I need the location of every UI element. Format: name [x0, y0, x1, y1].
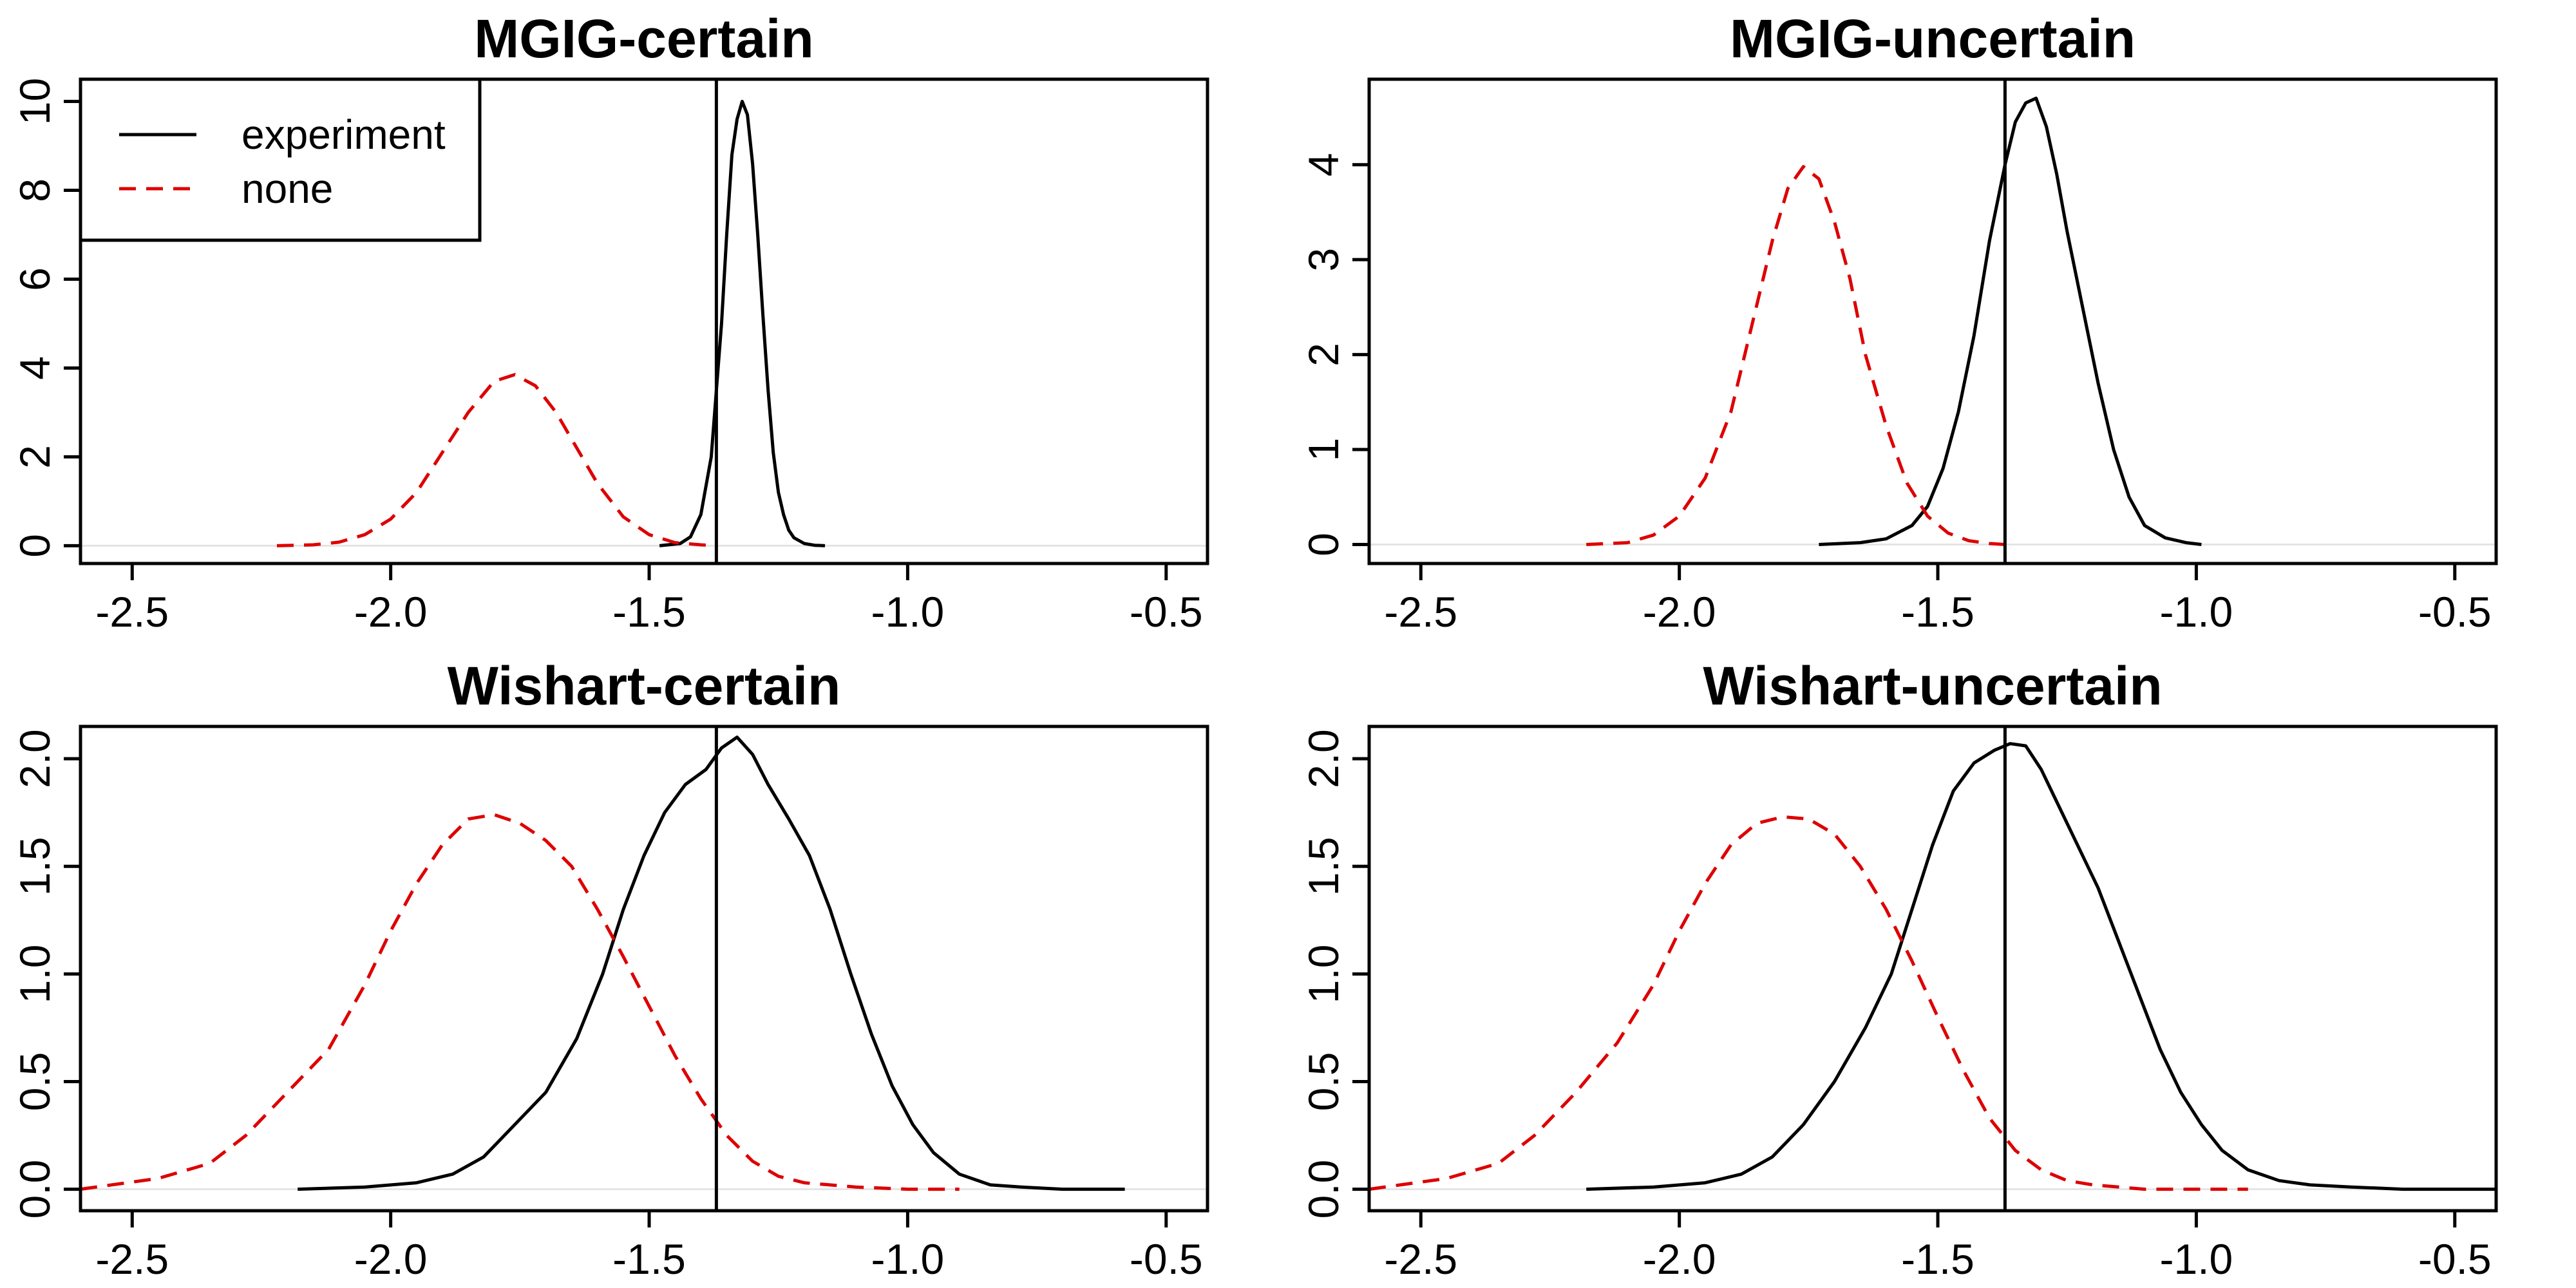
y-tick-label: 0 — [11, 534, 59, 558]
x-tick-label: -0.5 — [2418, 1235, 2492, 1283]
x-tick-label: -0.5 — [2418, 588, 2492, 636]
x-tick-label: -1.5 — [1901, 588, 1975, 636]
plot-frame — [79, 724, 1209, 1213]
density-curve-experiment — [298, 735, 1125, 1191]
panel-wishart-certain: Wishart-certain -2.5 -2.0 -1.5 -1.0 -0.5 0.0 0… — [11, 656, 1209, 1283]
legend-label-experiment: experiment — [242, 111, 446, 158]
y-tick-label: 2 — [11, 445, 59, 469]
x-tick-label: -2.5 — [1384, 588, 1457, 636]
x-tick-label: -2.5 — [95, 1235, 169, 1283]
panel-mgig-certain: MGIG-certain -2.5 -2.0 -1.5 -1.0 -0.5 0 2 4 6 8 10… — [11, 8, 1209, 636]
legend-label-none: none — [242, 166, 333, 212]
x-tick-label: -1.0 — [871, 588, 945, 636]
x-tick-label: -2.0 — [354, 588, 428, 636]
y-tick-label: 3 — [1300, 248, 1347, 272]
panel-title: MGIG-uncertain — [1730, 8, 2136, 69]
y-tick-label: 0.0 — [1300, 1160, 1347, 1219]
panel-wishart-uncertain: Wishart-uncertain -2.5 -2.0 -1.5 -1.0 -0.5 0.… — [1300, 656, 2498, 1283]
y-tick-label: 2.0 — [11, 729, 59, 788]
density-curve-none — [1368, 815, 2248, 1191]
y-tick-label: 1.0 — [11, 944, 59, 1003]
x-tick-label: -1.5 — [1901, 1235, 1975, 1283]
y-tick-label: 1 — [1300, 438, 1347, 462]
x-tick-label: -2.0 — [354, 1235, 428, 1283]
y-tick-label: 0.5 — [1300, 1052, 1347, 1112]
y-tick-label: 0.0 — [11, 1160, 59, 1219]
density-curve-none — [276, 373, 717, 547]
y-tick-label: 1.0 — [1300, 944, 1347, 1003]
y-tick-label: 2.0 — [1300, 729, 1347, 788]
x-tick-label: -1.5 — [612, 588, 686, 636]
legend-box — [79, 77, 482, 242]
panel-title: Wishart-uncertain — [1703, 656, 2162, 716]
density-curve-experiment — [659, 100, 826, 547]
x-tick-label: -1.5 — [612, 1235, 686, 1283]
y-tick-label: 1.5 — [1300, 837, 1347, 896]
panel-title: MGIG-certain — [474, 8, 813, 69]
y-tick-label: 10 — [11, 78, 59, 125]
x-tick-label: -1.0 — [2160, 588, 2233, 636]
panel-mgig-uncertain: MGIG-uncertain -2.5 -2.0 -1.5 -1.0 -0.5 0 1 2 3 4 — [1300, 8, 2498, 636]
y-tick-label: 0 — [1300, 533, 1347, 556]
density-curve-experiment — [1586, 742, 2496, 1191]
x-tick-label: -2.0 — [1643, 1235, 1716, 1283]
x-tick-label: -1.0 — [871, 1235, 945, 1283]
density-curve-experiment — [1819, 97, 2202, 546]
plot-frame — [1367, 724, 2498, 1213]
y-tick-label: 6 — [11, 267, 59, 291]
x-tick-label: -0.5 — [1130, 588, 1203, 636]
y-tick-label: 1.5 — [11, 837, 59, 896]
y-tick-label: 2 — [1300, 343, 1347, 366]
y-tick-label: 8 — [11, 178, 59, 202]
y-tick-label: 4 — [1300, 153, 1347, 176]
density-curve-none — [1586, 165, 2005, 546]
density-curve-none — [80, 813, 960, 1191]
legend: experiment none — [79, 77, 482, 242]
x-tick-label: -2.0 — [1643, 588, 1716, 636]
y-tick-label: 4 — [11, 356, 59, 380]
panel-title: Wishart-certain — [448, 656, 841, 716]
x-tick-label: -0.5 — [1130, 1235, 1203, 1283]
x-tick-label: -2.5 — [1384, 1235, 1457, 1283]
x-tick-label: -2.5 — [95, 588, 169, 636]
x-tick-label: -1.0 — [2160, 1235, 2233, 1283]
y-tick-label: 0.5 — [11, 1052, 59, 1112]
